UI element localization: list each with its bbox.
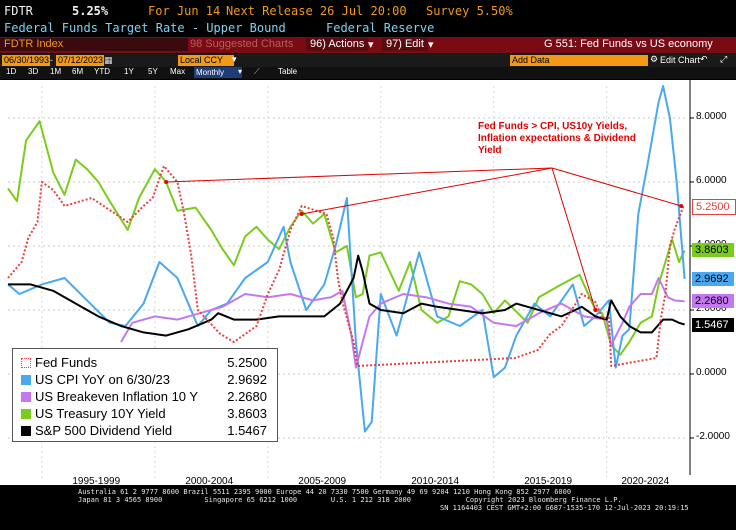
annotation-arrowhead	[679, 204, 684, 208]
annotation-arrowhead	[299, 212, 304, 216]
annotation-arrow	[301, 167, 553, 215]
legend-label: US Treasury 10Y Yield	[35, 406, 166, 421]
series-line-s-p-500-dividend-yield	[8, 254, 685, 337]
legend-item-cpi[interactable]: US CPI YoY on 6/30/23 2.9692	[21, 372, 271, 388]
function-title: G 551: Fed Funds vs US economy	[544, 38, 713, 50]
legend-label: US CPI YoY on 6/30/23	[35, 372, 170, 387]
legend-swatch	[21, 375, 31, 385]
suggested-charts-button[interactable]: 98 Suggested Charts	[190, 38, 294, 50]
legend-item-fed-funds[interactable]: Fed Funds 5.2500	[21, 355, 271, 371]
period-1m[interactable]: 1M	[50, 67, 62, 76]
calendar-icon[interactable]: ▦	[104, 55, 113, 65]
period-1y[interactable]: 1Y	[124, 67, 134, 76]
settings-icon[interactable]: ⚙	[650, 54, 659, 64]
legend-value: 3.8603	[227, 406, 267, 421]
period-bar: 1D 3D 1M 6M YTD 1Y 5Y Max Monthly ▾ ⟋ Ta…	[0, 67, 736, 79]
legend-label: S&P 500 Dividend Yield	[35, 423, 173, 438]
currency-chevron-icon[interactable]: ▾	[232, 54, 237, 64]
period-1d[interactable]: 1D	[6, 67, 17, 76]
edit-chevron-icon[interactable]: ▾	[428, 39, 434, 51]
frequency-chevron-icon[interactable]: ▾	[238, 67, 243, 76]
legend-item-dividend[interactable]: S&P 500 Dividend Yield 1.5467	[21, 423, 271, 439]
x-tick-label: 2020-2024	[621, 476, 670, 487]
line-chart-icon[interactable]: ⟋	[254, 67, 260, 76]
legend-label: Fed Funds	[35, 355, 98, 370]
security-description: Federal Funds Target Rate - Upper Bound	[4, 21, 286, 35]
footer-session: SN 1164403 CEST GMT+2:00 G687-1535-170 1…	[440, 504, 689, 512]
legend-swatch	[21, 426, 31, 436]
last-value-tag: 3.8603	[692, 243, 734, 258]
zoom-icon[interactable]: ⤢	[720, 54, 728, 64]
currency-select[interactable]: Local CCY	[178, 55, 234, 66]
frequency-select[interactable]: Monthly	[194, 67, 242, 78]
security-field[interactable]: FDTR Index	[0, 38, 188, 51]
period-max[interactable]: Max	[170, 67, 186, 76]
data-source: Federal Reserve	[326, 21, 435, 35]
footer-contacts-2: Japan 81 3 4565 8900 Singapore 65 6212 1…	[78, 496, 622, 504]
period-5y[interactable]: 5Y	[148, 67, 158, 76]
x-tick-label: 2000-2004	[185, 476, 234, 487]
add-data-field[interactable]: Add Data	[510, 55, 648, 66]
y-tick-label: 6.0000	[696, 175, 727, 186]
series-line-us-breakeven-inflation-10-y	[120, 277, 685, 369]
legend-value: 1.5467	[227, 423, 267, 438]
chart-legend[interactable]: Fed Funds 5.2500 US CPI YoY on 6/30/23 2…	[12, 348, 278, 442]
period-3d[interactable]: 3D	[28, 67, 39, 76]
y-tick-label: 8.0000	[696, 111, 727, 122]
x-tick-label: 2015-2019	[524, 476, 573, 487]
series-lines	[7, 85, 686, 433]
y-tick-label: -2.0000	[696, 431, 730, 442]
legend-swatch	[21, 358, 31, 368]
period-6m[interactable]: 6M	[72, 67, 84, 76]
undo-icon[interactable]: ↶	[700, 54, 708, 64]
for-date: For Jun 14	[148, 4, 221, 18]
legend-label: US Breakeven Inflation 10 Y	[35, 389, 199, 404]
table-button[interactable]: Table	[278, 67, 298, 76]
end-date-field[interactable]: 07/12/2023	[56, 55, 104, 66]
annotation-arrow	[166, 167, 553, 183]
chart-annotation: Fed Funds > CPI, US10y Yields, Inflation…	[478, 121, 636, 156]
description-row: Federal Funds Target Rate - Upper Bound …	[0, 21, 736, 36]
ticker: FDTR	[4, 4, 33, 18]
x-tick-label: 2010-2014	[411, 476, 460, 487]
annotation-arrow	[551, 167, 682, 207]
footer: Australia 61 2 9777 8600 Brazil 5511 239…	[0, 486, 736, 530]
legend-item-breakeven[interactable]: US Breakeven Inflation 10 Y 2.2680	[21, 389, 271, 405]
legend-value: 2.2680	[227, 389, 267, 404]
y-tick-label: 0.0000	[696, 367, 727, 378]
x-tick-label: 2005-2009	[298, 476, 347, 487]
legend-value: 5.2500	[227, 355, 267, 370]
edit-chart-button[interactable]: Edit Chart	[660, 55, 701, 65]
y-tick-label: 2.0000	[696, 303, 727, 314]
legend-swatch	[21, 409, 31, 419]
last-value-tag: 5.2500	[692, 199, 736, 215]
series-line-us-treasury-10y-yield	[7, 120, 686, 356]
x-tick-label: 1995-1999	[72, 476, 121, 487]
annotation-arrowhead	[593, 308, 598, 312]
series-line-fed-funds	[7, 165, 685, 367]
edit-menu[interactable]: 97) Edit	[382, 38, 428, 51]
last-value-tag: 1.5467	[692, 317, 734, 332]
next-release: Next Release 26 Jul 20:00	[226, 4, 407, 18]
survey: Survey 5.50%	[426, 4, 513, 18]
legend-swatch	[21, 392, 31, 402]
last-value: 5.25%	[72, 4, 109, 18]
actions-menu[interactable]: 96) Actions	[306, 38, 369, 51]
date-bar: 06/30/1993 - 07/12/2023 ▦ Local CCY ▾ Ad…	[0, 54, 736, 67]
legend-item-treasury[interactable]: US Treasury 10Y Yield 3.8603	[21, 406, 271, 422]
toolbar: FDTR Index 98 Suggested Charts 96) Actio…	[0, 37, 736, 53]
legend-value: 2.9692	[227, 372, 267, 387]
last-value-tag: 2.9692	[692, 271, 734, 286]
last-value-tag: 2.2680	[692, 294, 734, 309]
date-separator: -	[50, 55, 53, 65]
footer-contacts-1: Australia 61 2 9777 8600 Brazil 5511 239…	[78, 488, 572, 496]
series-line-us-cpi-yoy-on-6-30-23	[7, 85, 686, 433]
annotation-arrow	[551, 167, 596, 311]
header-row: FDTR 5.25% For Jun 14 Next Release 26 Ju…	[0, 4, 736, 20]
annotation-arrowhead	[164, 180, 169, 184]
actions-chevron-icon[interactable]: ▾	[368, 39, 374, 51]
annotation-arrows	[164, 167, 684, 312]
period-ytd[interactable]: YTD	[94, 67, 110, 76]
start-date-field[interactable]: 06/30/1993	[2, 55, 50, 66]
